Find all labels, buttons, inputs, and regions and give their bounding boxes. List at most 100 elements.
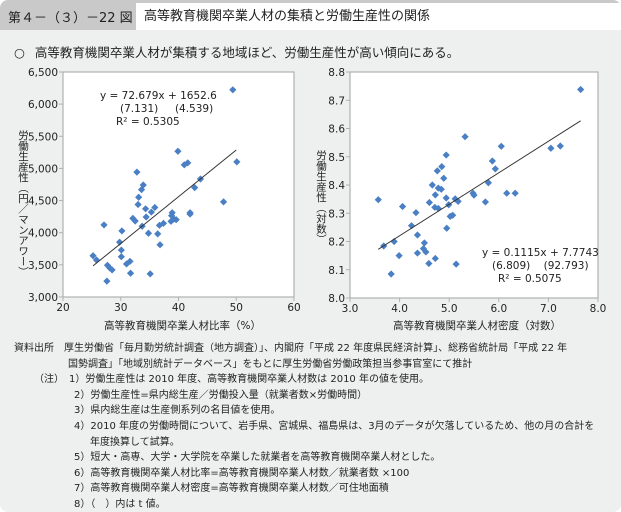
equation-line: y = 72.679x + 1652.6 [100,90,217,102]
right-data-point [451,195,459,203]
right-data-point [440,174,448,182]
right-y-tick-label: 8.2 [328,237,345,249]
right-data-point [434,204,442,213]
left-data-point [146,270,154,278]
source-text-cont: 国勢調査」「地域別統計データベース」をもとに厚生労働省労働政策担当参事官室にて推… [68,358,473,370]
right-y-tick-label: 8.8 [328,67,345,79]
right-data-point [556,142,564,150]
left-regression-equation: y = 72.679x + 1652.6 (7.131) (4.539) R² = … [100,90,217,129]
right-data-point [433,167,441,175]
title-bar: 第４－（３）－22 図 高等教育機関卒業人材の集積と労働生産性の関係 [0,0,621,30]
note-item-cont: 年度換算して試算。 [90,436,180,448]
right-y-axis-title: 労働生産性（対数） [315,150,327,245]
right-x-tick-label: 3.0 [342,303,359,315]
right-data-point [438,163,446,171]
note-item: 3）県内総生産は生産側系列の名目値を使用。 [74,405,281,417]
left-x-tick-label: 40 [172,302,185,314]
right-x-axis-title: 高等教育機関卒業人材密度（対数） [393,320,561,332]
left-data-point [89,252,97,260]
right-data-point [511,189,519,197]
left-data-point [151,203,159,212]
left-data-point [191,184,199,192]
right-data-point [442,151,450,159]
equation-line: y = 0.1115x + 7.7743 [482,247,599,259]
left-data-point [118,227,126,235]
right-data-point [390,237,398,246]
left-data-point [135,193,143,201]
right-data-point [461,133,469,141]
left-data-point [186,210,194,218]
left-data-point [154,230,162,238]
t-values: (6.809) (92.793) [482,260,589,272]
left-x-tick-label: 50 [230,302,243,314]
left-data-point [156,241,164,249]
left-y-tick-label: 3,000 [28,292,58,304]
summary: ○ 高等教育機関卒業人材が集積する地域ほど、労働生産性が高い傾向にある。 [14,42,459,61]
notes: 資料出所 厚生労働省「毎月勤労統計調査（地方調査）」、内閣府「平成 22 年度県… [14,341,594,512]
right-data-point [412,209,420,217]
left-y-tick-label: 4,500 [28,196,58,208]
right-data-point [481,198,490,206]
right-data-point [425,198,433,207]
right-data-point [437,185,445,193]
right-x-tick-label: 7.0 [540,303,557,315]
left-data-point [219,198,228,206]
left-data-point [167,217,175,225]
right-y-tick-label: 8.3 [328,208,345,220]
note-item: 8）（ ）内は t 値。 [74,498,166,510]
left-data-point [147,208,155,216]
left-data-point [229,86,237,94]
left-data-point [103,277,111,285]
figure-number: 第４－（３）－22 図 [8,11,133,26]
left-y-tick-label: 6,000 [28,99,58,111]
right-x-tick-label: 8.0 [590,303,607,315]
notes-label: （注） [34,374,59,386]
left-data-point [108,266,116,274]
right-data-point [419,244,428,253]
t-values: (7.131) (4.539) [120,103,214,115]
right-data-point [420,239,428,247]
right-y-tick-label: 8.1 [328,265,345,277]
right-data-point [413,249,422,257]
note-item: 5）短大・高専、大学・大学院を卒業した就業者を高等教育機関卒業人材とした。 [74,452,441,464]
right-data-point [428,181,436,189]
source-text: 厚生労働省「毎月勤労統計調査（地方調査）」、内閣府「平成 22 年度県民経済計算… [64,343,568,354]
right-trend-line [378,120,581,250]
right-data-point [374,196,382,204]
left-x-tick-label: 30 [114,302,127,314]
left-data-point [126,269,135,277]
right-data-point [431,191,439,199]
left-data-point [103,261,112,269]
right-data-point [577,85,585,94]
right-data-point [488,157,496,165]
left-data-point [142,213,150,221]
right-data-point [413,231,422,239]
r-squared: R² = 0.5075 [498,273,562,285]
right-x-tick-label: 6.0 [490,303,507,315]
left-data-point [137,186,146,194]
right-x-tick-label: 5.0 [441,303,458,315]
right-data-point [422,248,430,256]
right-data-point [484,179,492,187]
right-data-point [547,144,555,152]
left-y-tick-label: 6,500 [28,67,58,79]
left-trend-line [92,149,237,267]
left-y-tick-label: 5,000 [28,163,58,175]
right-regression-equation: y = 0.1115x + 7.7743 (6.809) (92.793) R² … [482,247,599,286]
left-data-point [133,168,141,176]
right-data-point [503,189,511,197]
right-data-point [434,184,442,192]
right-data-point [452,260,460,268]
right-x-tick-label: 4.0 [391,303,408,315]
left-data-point [117,253,125,261]
left-data-point [233,158,241,166]
left-data-point [184,159,192,167]
left-data-point [126,257,134,265]
circle-bullet-icon: ○ [14,45,25,60]
left-y-tick-label: 3,500 [28,260,58,272]
right-data-point [431,254,439,263]
right-data-point [491,165,499,173]
left-x-tick-label: 20 [56,302,69,314]
left-x-tick-label: 60 [287,302,300,314]
